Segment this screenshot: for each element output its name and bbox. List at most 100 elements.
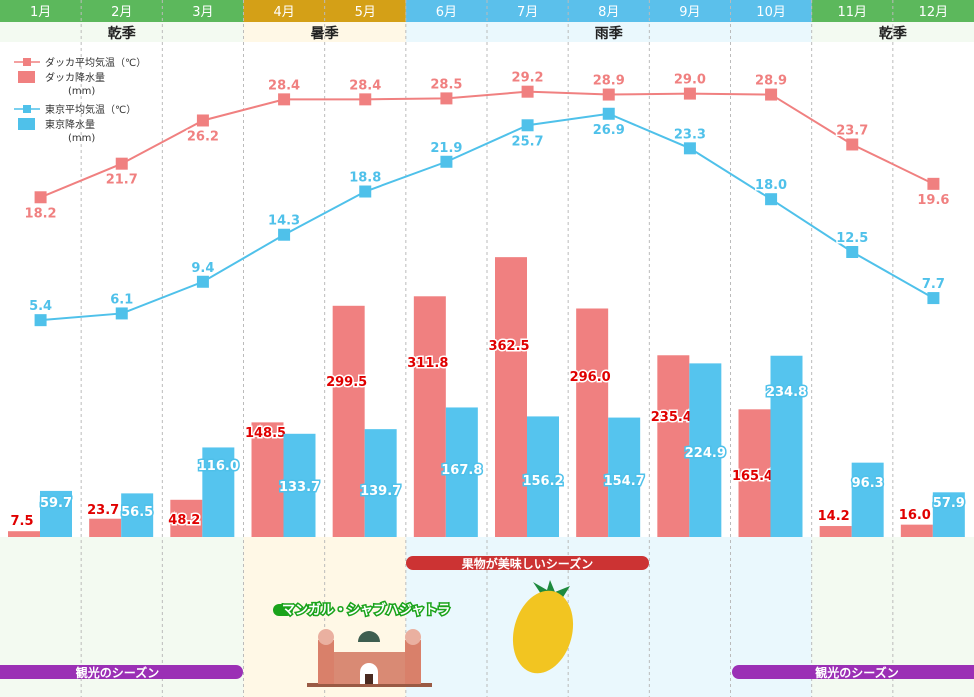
tokyo-rain-label: 57.9: [933, 496, 965, 511]
tokyo-temp-point: [278, 228, 291, 241]
dhaka-rain-bar: [8, 531, 40, 537]
mosque-tower: [318, 640, 334, 684]
dhaka-rain-bar: [251, 422, 284, 537]
mosque-base: [307, 683, 432, 687]
month-header-band: [405, 0, 812, 22]
dhaka-rain-label: 23.7: [87, 503, 119, 518]
tokyo-rain-bar: [608, 417, 641, 537]
legend-swatch: [18, 71, 35, 83]
dhaka-temp-label: 28.5: [430, 77, 462, 92]
month-label: 7月: [517, 5, 538, 20]
month-label: 3月: [192, 5, 213, 20]
dhaka-temp-point: [683, 87, 696, 100]
dhaka-temp-label: 28.9: [755, 74, 787, 89]
season-label: 乾季: [108, 25, 136, 42]
month-label: 4月: [273, 5, 294, 20]
dhaka-temp-label: 26.2: [187, 129, 219, 144]
dhaka-rain-label: 148.5: [245, 426, 286, 441]
pineapple-icon: [512, 580, 574, 674]
tokyo-rain-bar: [445, 407, 478, 537]
tokyo-temp-point: [115, 307, 128, 320]
fruit-season-bar: [406, 556, 649, 570]
dhaka-temp-point: [765, 88, 778, 101]
dhaka-rain-label: 165.4: [732, 469, 773, 484]
dhaka-temp-point: [115, 157, 128, 170]
month-label: 9月: [679, 5, 700, 20]
tokyo-rain-label: 116.0: [198, 459, 239, 474]
dhaka-temp-label: 21.7: [106, 173, 138, 188]
dhaka-rain-label: 311.8: [407, 356, 448, 371]
legend-label: 東京降水量: [45, 118, 95, 131]
tokyo-temp-label: 18.8: [349, 171, 381, 186]
dhaka-temp-point: [278, 93, 291, 106]
legend-label: ダッカ平均気温（℃）: [45, 56, 146, 69]
tokyo-temp-label: 25.7: [512, 134, 544, 149]
dhaka-temp-label: 29.0: [674, 73, 706, 88]
season-label: 雨季: [595, 25, 623, 42]
tokyo-temp-line: [40, 112, 934, 322]
dhaka-rain-label: 48.2: [168, 513, 200, 528]
dhaka-rain-bar: [89, 518, 122, 537]
mosque-tower-dome: [318, 629, 334, 645]
dhaka-temp-point: [927, 177, 940, 190]
tokyo-temp-label: 7.7: [922, 277, 945, 292]
tokyo-temp-point: [846, 246, 859, 258]
dhaka-temp-label: 18.2: [25, 206, 57, 221]
dhaka-rain-bar: [738, 409, 771, 537]
dhaka-temp-label: 28.4: [349, 78, 381, 93]
dhaka-rain-label: 7.5: [10, 514, 33, 529]
dhaka-rain-bar: [576, 308, 609, 537]
mosque-tower: [405, 640, 421, 684]
dhaka-rain-label: 299.5: [326, 375, 367, 390]
tokyo-rain-label: 154.7: [604, 474, 645, 489]
tokyo-rain-label: 224.9: [685, 446, 726, 461]
tokyo-rain-bar: [283, 433, 316, 537]
dhaka-temp-label: 28.9: [593, 74, 625, 89]
dhaka-temp-point: [196, 114, 209, 127]
tokyo-temp-point: [927, 292, 940, 305]
tokyo-temp-label: 12.5: [836, 231, 868, 246]
dhaka-rain-bar: [170, 499, 203, 537]
tokyo-rain-label: 167.8: [441, 463, 482, 478]
dhaka-rain-label: 296.0: [570, 370, 611, 385]
tokyo-temp-label: 9.4: [191, 261, 214, 276]
dhaka-rain-label: 16.0: [899, 508, 931, 523]
month-label: 10月: [756, 5, 786, 20]
dhaka-rain-bar: [332, 305, 365, 537]
tokyo-temp-point: [359, 185, 372, 198]
month-label: 1月: [30, 5, 51, 20]
tokyo-rain-label: 234.8: [766, 385, 807, 400]
month-label: 12月: [919, 5, 949, 20]
tokyo-rain-bar: [770, 355, 803, 537]
tokyo-rain-label: 133.7: [279, 480, 320, 495]
legend-label: 東京平均気温（℃）: [45, 103, 136, 116]
tokyo-rain-label: 59.7: [40, 496, 72, 511]
festival-label: マンガル・シャブハジャトラ: [282, 602, 450, 618]
tokyo-temp-point: [521, 119, 534, 132]
tokyo-temp-point: [34, 314, 47, 327]
dhaka-temp-point: [440, 92, 453, 105]
tokyo-rain-bar: [202, 447, 235, 537]
tokyo-rain-bar: [40, 490, 72, 537]
tokyo-temp-point: [683, 142, 696, 155]
tokyo-temp-label: 14.3: [268, 214, 300, 229]
tourism-season-bar: [732, 665, 974, 679]
pineapple-body: [512, 590, 574, 674]
season-label: 暑季: [311, 25, 339, 42]
tokyo-rain-bar: [851, 462, 884, 537]
dhaka-temp-point: [602, 88, 615, 101]
tokyo-temp-point: [440, 155, 453, 168]
dhaka-rain-label: 362.5: [488, 339, 529, 354]
tokyo-temp-point: [765, 193, 778, 206]
month-header-band: [243, 0, 406, 22]
tokyo-rain-bar: [689, 363, 722, 537]
dhaka-temp-point: [521, 85, 534, 98]
legend-swatch: [18, 118, 35, 130]
dhaka-temp-point: [846, 138, 859, 151]
legend-label: ダッカ降水量: [45, 71, 105, 84]
mosque-icon: [307, 629, 432, 687]
month-header-band: [0, 0, 244, 22]
tokyo-rain-bar: [932, 492, 965, 537]
